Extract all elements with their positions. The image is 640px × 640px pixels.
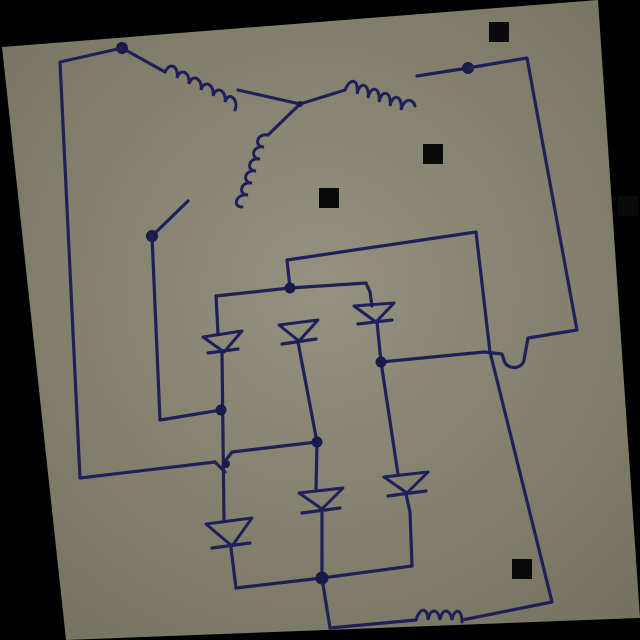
winding-top-right — [298, 66, 470, 111]
resistor-bottom — [414, 600, 554, 624]
ink-blot — [319, 188, 339, 208]
ink-blot — [512, 559, 532, 579]
diode-upper-right — [352, 301, 396, 326]
star-point-dot — [297, 101, 303, 107]
rail-negative — [234, 510, 414, 590]
lead-middle-node — [224, 440, 319, 462]
node-dot — [222, 460, 230, 468]
node-dot — [311, 436, 323, 448]
diode-upper-middle — [277, 318, 320, 346]
bridge-column-left — [214, 294, 238, 590]
lead-phase-a — [58, 46, 227, 480]
ink-blot — [618, 196, 638, 216]
winding-top-left — [120, 46, 302, 112]
node-dot — [284, 282, 296, 294]
winding-middle — [150, 102, 302, 238]
lead-output — [320, 576, 418, 630]
lead-phase-c — [150, 234, 223, 422]
node-dot — [215, 404, 227, 416]
ink-blot — [489, 22, 509, 42]
node-dot — [315, 571, 329, 585]
diode-lower-left — [204, 516, 254, 550]
lead-phase-b — [379, 56, 579, 370]
ink-blot — [423, 144, 443, 164]
diode-upper-left — [201, 329, 244, 355]
node-dot — [375, 356, 387, 368]
diode-lower-right — [382, 470, 430, 498]
rail-positive-feed — [285, 230, 554, 604]
rail-positive — [214, 281, 372, 298]
diode-lower-middle — [297, 486, 345, 515]
